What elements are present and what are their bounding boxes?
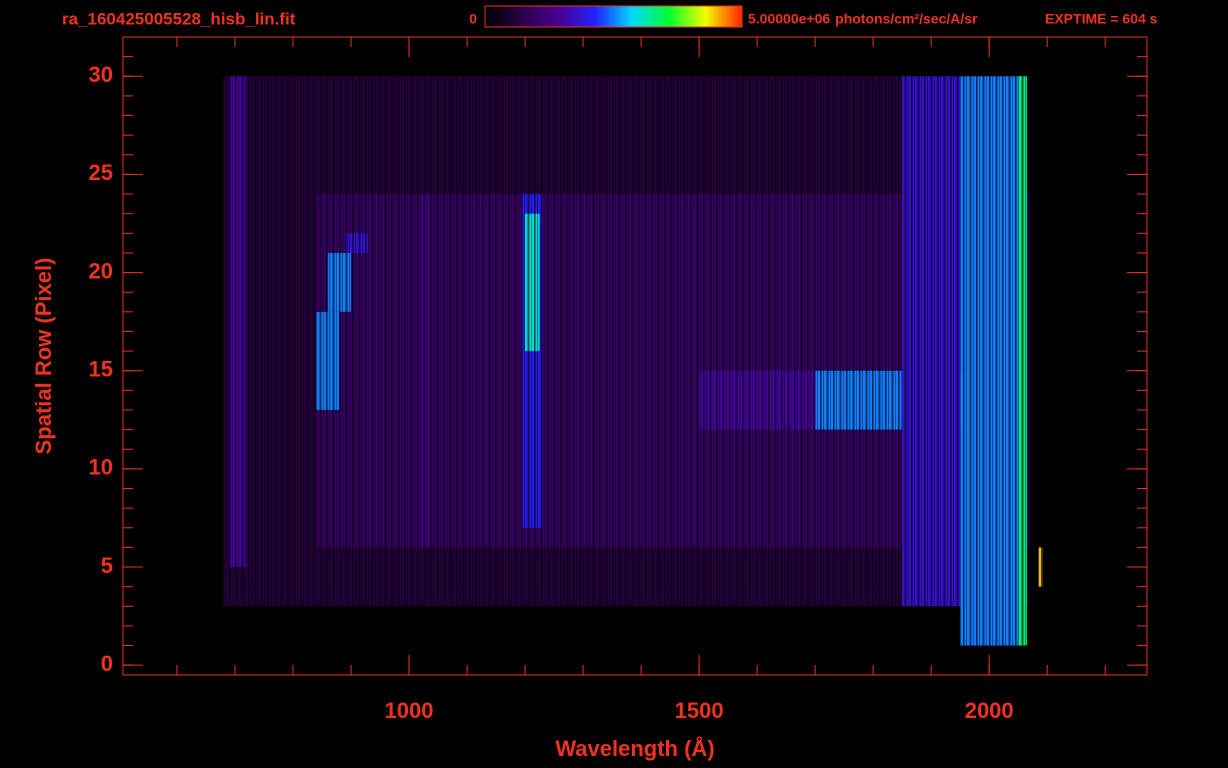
y-tick-label: 0	[101, 651, 113, 676]
x-tick-label: 2000	[965, 698, 1014, 723]
colorbar	[484, 5, 743, 28]
y-tick-label: 15	[89, 357, 113, 382]
x-tick-label: 1500	[675, 698, 724, 723]
colorbar-units: photons/cm²/sec/A/sr	[835, 11, 978, 27]
y-tick-label: 30	[89, 62, 113, 87]
y-tick-label: 25	[89, 160, 113, 185]
colorbar-max-label: 5.00000e+06	[748, 11, 830, 27]
y-tick-label: 10	[89, 455, 113, 480]
file-title: ra_160425005528_hisb_lin.fit	[62, 9, 296, 28]
exptime: EXPTIME = 604 s	[1045, 11, 1158, 27]
plot-frame	[122, 36, 1148, 676]
y-axis-label: Spatial Row (Pixel)	[31, 258, 56, 455]
y-tick-label: 5	[101, 553, 113, 578]
colorbar-min-label: 0	[469, 11, 477, 27]
x-axis-label: Wavelength (Å)	[555, 735, 714, 761]
x-tick-label: 1000	[385, 698, 434, 723]
y-tick-label: 20	[89, 258, 113, 283]
texture	[123, 37, 1147, 675]
